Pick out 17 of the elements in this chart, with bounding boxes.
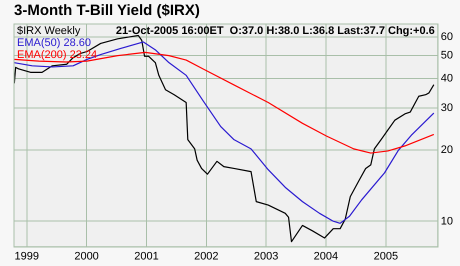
x-tick-label: 2003	[254, 250, 278, 262]
x-tick-label: 2000	[74, 250, 99, 262]
x-tick-label: 2001	[134, 250, 159, 262]
y-tick-label: 30	[440, 102, 454, 114]
series-label: EMA(50) 28.60	[17, 37, 91, 50]
x-tick-label: 2005	[374, 250, 398, 262]
y-tick-label: 10	[440, 215, 454, 228]
x-tick-label: 2002	[194, 250, 219, 262]
y-tick-label: 20	[440, 144, 454, 156]
y-tick-label: 60	[440, 30, 454, 43]
series-label: $IRX Weekly	[17, 25, 81, 38]
annotation: 21-Oct-2005 16:00ET O:37.0 H:38.0 L:36.8 Last:37.7 Chg:+0.6	[116, 25, 435, 38]
x-tick-label: 1999	[14, 250, 40, 262]
y-tick-label: 40	[440, 72, 454, 85]
x-tick-label: 2004	[314, 250, 338, 262]
y-tick-label: 50	[440, 50, 454, 62]
chart-title: 3-Month T-Bill Yield ($IRX)	[14, 2, 200, 20]
